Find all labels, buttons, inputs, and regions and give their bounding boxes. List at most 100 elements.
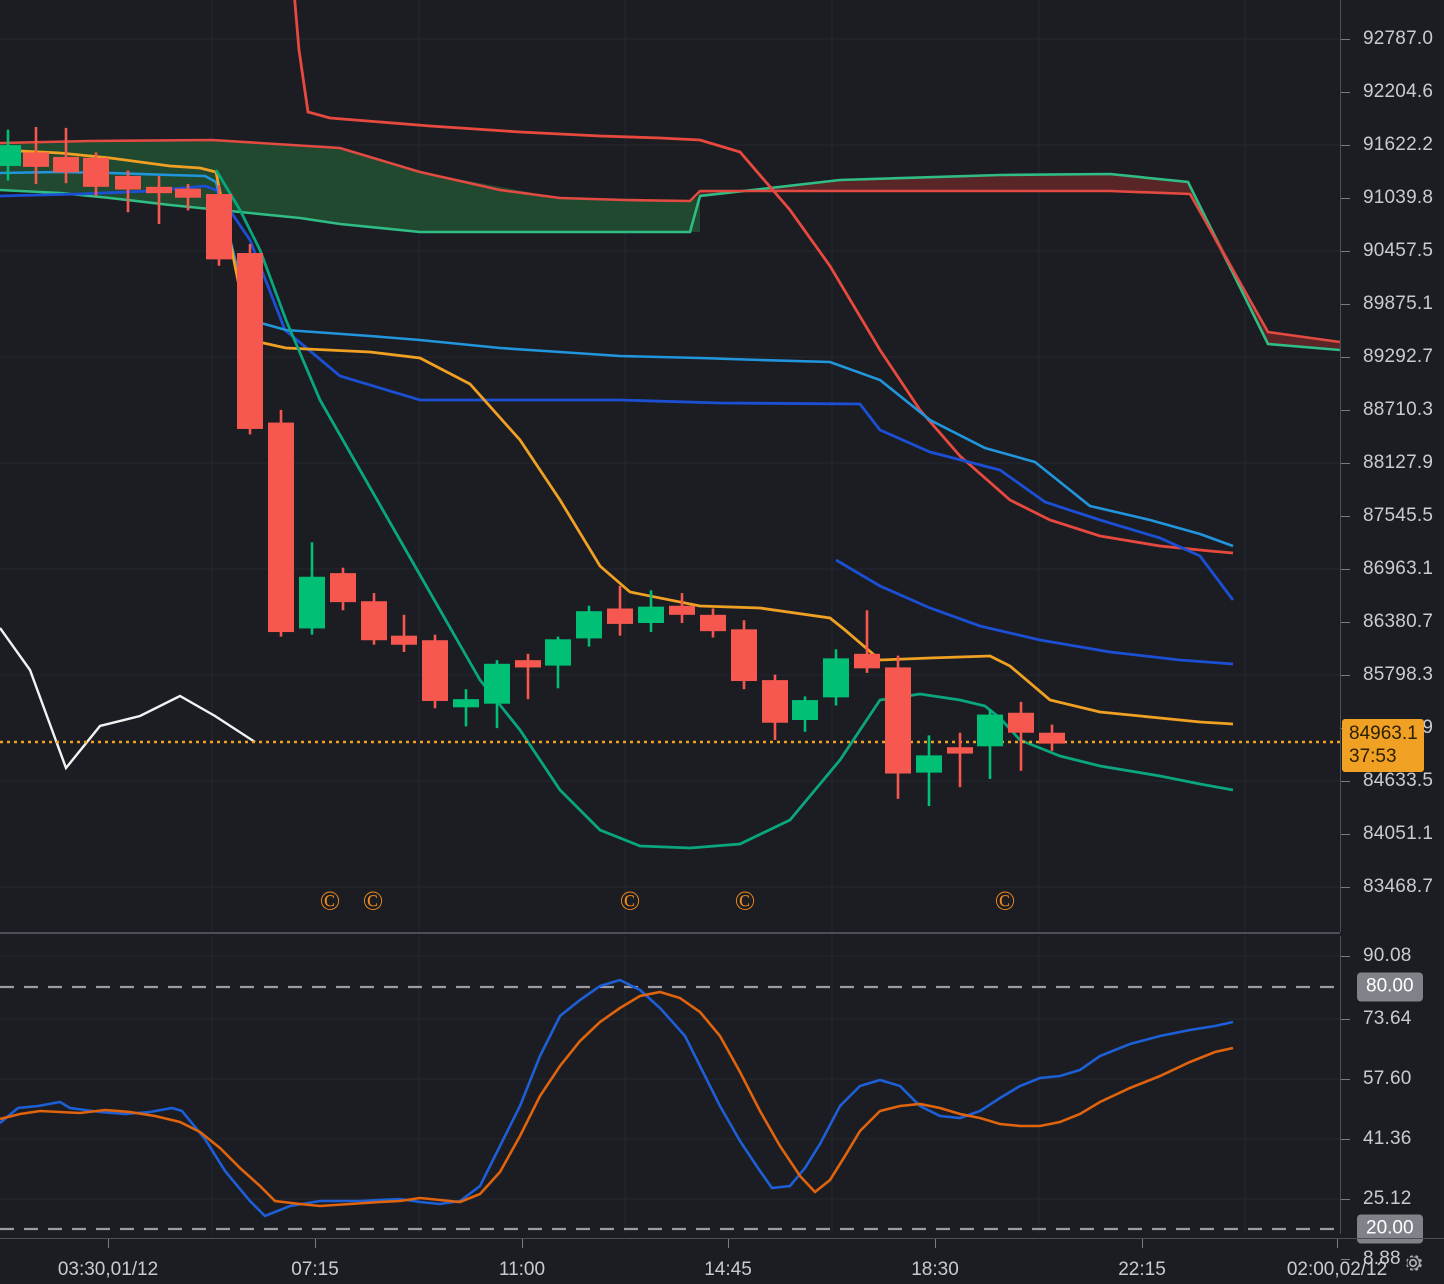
time-axis-tick <box>315 1239 316 1248</box>
candle-body-bear <box>146 186 172 194</box>
price-axis-label: 86963.1 <box>1363 558 1434 579</box>
candle-body-bull <box>453 699 479 708</box>
price-axis-tick <box>1341 569 1350 570</box>
current-price-badge[interactable]: 84963.1 37:53 <box>1342 719 1424 772</box>
candle-body-bear <box>854 653 880 669</box>
price-axis-tick <box>1341 675 1350 676</box>
candle-body-bear <box>947 747 973 754</box>
candle-body-bear <box>53 156 79 173</box>
time-axis-label: 22:15 <box>1118 1259 1166 1280</box>
price-axis-tick <box>1341 516 1350 517</box>
candle-body-bull <box>916 755 942 773</box>
time-axis-tick <box>1142 1239 1143 1248</box>
candlestick-series <box>0 126 1065 807</box>
tenkan-sen-line <box>0 148 1234 726</box>
osc-axis-tick <box>1341 1199 1350 1200</box>
price-axis-label: 89292.7 <box>1363 346 1434 367</box>
circled-c-marker[interactable]: © <box>319 885 341 916</box>
candle-body-bear <box>268 422 294 633</box>
osc-axis-tick <box>1341 1259 1350 1260</box>
circled-c-marker[interactable]: © <box>362 885 384 916</box>
price-chart-panel[interactable]: © © © © © <box>0 0 1340 932</box>
candle-body-bear <box>391 635 417 645</box>
candle-body-bear <box>115 175 141 190</box>
price-axis-tick <box>1341 887 1350 888</box>
candle-body-bear <box>23 152 49 167</box>
osc-axis-label: 57.60 <box>1363 1068 1412 1089</box>
price-axis-label: 86380.7 <box>1363 611 1434 632</box>
candle-body-bull <box>545 639 571 666</box>
price-axis-tick <box>1341 410 1350 411</box>
price-axis-label: 88127.9 <box>1363 452 1434 473</box>
teal-trend-line <box>214 169 1234 850</box>
time-axis-label: 02:00,02/12 <box>1286 1259 1388 1280</box>
price-axis-label: 92787.0 <box>1363 28 1434 49</box>
time-axis-tick <box>935 1239 936 1248</box>
price-axis[interactable]: 92787.0 92204.6 91622.2 91039.8 90457.5 89875… <box>1340 0 1444 932</box>
stochastic-panel[interactable]: FastBull <box>0 936 1340 1234</box>
price-axis-tick <box>1341 357 1350 358</box>
ichimoku-cloud <box>0 140 1340 350</box>
cloud-bearish-fill <box>700 174 1340 350</box>
osc-axis-label: 8.88 <box>1363 1248 1401 1269</box>
circled-c-marker[interactable]: © <box>994 885 1016 916</box>
candle-body-bull <box>638 606 664 623</box>
osc-axis-label: 41.36 <box>1363 1128 1412 1149</box>
price-axis-tick <box>1341 198 1350 199</box>
price-axis-tick <box>1341 145 1350 146</box>
price-axis-label: 85798.3 <box>1363 664 1434 685</box>
candle-body-bear <box>175 188 201 198</box>
stoch-k-line <box>0 978 1234 1218</box>
price-axis-tick <box>1341 622 1350 623</box>
candle-body-bear <box>237 253 263 429</box>
price-axis-tick <box>1341 834 1350 835</box>
price-axis-label: 83468.7 <box>1363 876 1434 897</box>
candle-body-bear <box>83 157 109 187</box>
candle-body-bull <box>977 714 1003 747</box>
osc-axis-tick <box>1341 1139 1350 1140</box>
osc-axis-tick <box>1341 956 1350 957</box>
stochastic-svg <box>0 936 1340 1234</box>
candle-body-bull <box>0 145 21 166</box>
price-axis-tick <box>1341 92 1350 93</box>
price-axis-tick <box>1341 39 1350 40</box>
time-axis[interactable]: 03:30,01/12 07:15 11:00 14:45 18:30 22:15 02:0… <box>0 1238 1444 1284</box>
candle-body-bull <box>484 663 510 704</box>
time-axis-label: 11:00 <box>498 1259 546 1280</box>
circled-c-marker[interactable]: © <box>619 885 641 916</box>
gear-icon[interactable] <box>1400 1250 1426 1276</box>
candle-body-bull <box>823 658 849 698</box>
blue-ma-line <box>0 184 1235 601</box>
candle-body-bear <box>330 573 356 603</box>
circled-c-marker[interactable]: © <box>734 885 756 916</box>
price-axis-label: 87545.5 <box>1363 505 1434 526</box>
candle-body-bull <box>792 700 818 721</box>
time-axis-tick <box>728 1239 729 1248</box>
price-chart-svg <box>0 0 1340 932</box>
osc-axis-tick <box>1341 1079 1350 1080</box>
senkou-b-line <box>0 138 1340 344</box>
time-axis-label: 07:15 <box>291 1259 339 1280</box>
price-axis-label: 89875.1 <box>1363 293 1434 314</box>
candle-body-bear <box>700 614 726 632</box>
candle-body-bear <box>361 601 387 641</box>
oscillator-axis[interactable]: 90.08 73.64 57.60 41.36 25.12 8.88 80.00 20.00 <box>1340 936 1444 1269</box>
candle-body-bear <box>1008 712 1034 733</box>
candle-body-bear <box>731 629 757 682</box>
cloud-bullish-fill <box>0 140 700 232</box>
price-axis-tick <box>1341 463 1350 464</box>
time-axis-tick <box>108 1239 109 1248</box>
blue-ma-line-2 <box>835 558 1234 666</box>
chikou-white-line <box>0 627 256 771</box>
time-axis-label: 14:45 <box>704 1259 752 1280</box>
osc-axis-label: 25.12 <box>1363 1188 1412 1209</box>
current-price-value: 84963.1 <box>1349 723 1418 744</box>
candle-body-bear <box>1039 732 1065 744</box>
candle-body-bull <box>299 576 325 629</box>
time-axis-label: 03:30,01/12 <box>57 1259 159 1280</box>
candle-body-bear <box>206 194 232 260</box>
candle-countdown: 37:53 <box>1349 746 1397 767</box>
panel-divider <box>0 932 1340 934</box>
stoch-d-line <box>0 990 1234 1208</box>
